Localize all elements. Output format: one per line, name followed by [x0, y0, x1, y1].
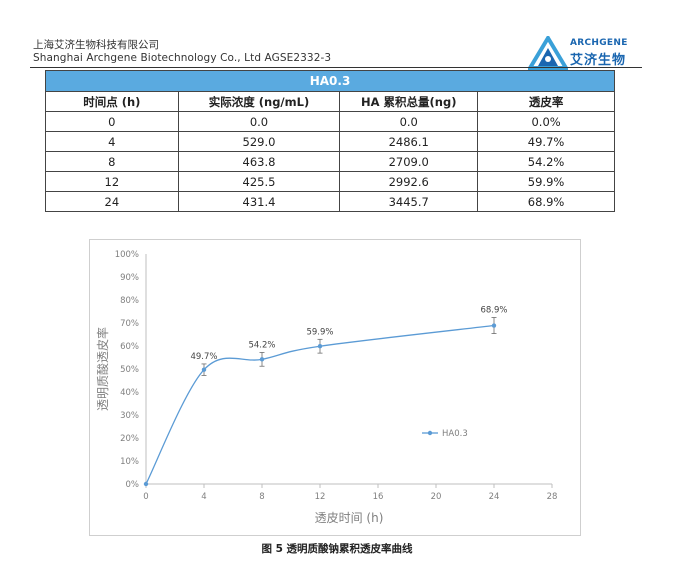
x-tick-label: 4: [201, 492, 206, 502]
cell-concentration: 0.0: [177, 111, 341, 132]
data-point: [491, 323, 497, 328]
table-row: 4 529.0 2486.1 49.7%: [45, 131, 615, 152]
cell-cumulative: 2992.6: [339, 171, 479, 192]
y-tick-label: 90%: [120, 273, 139, 283]
x-axis-label: 透皮时间 (h): [315, 511, 384, 525]
figure-caption: 图 5 透明质酸钠累积透皮率曲线: [261, 543, 413, 555]
data-point: [317, 344, 323, 349]
data-label: 59.9%: [306, 327, 333, 337]
cell-concentration: 463.8: [177, 151, 341, 172]
table-title: HA0.3: [45, 70, 615, 92]
header-divider: [30, 67, 642, 68]
company-name-cn: 上海艾济生物科技有限公司: [33, 39, 159, 51]
data-point: [201, 367, 207, 372]
y-tick-label: 40%: [120, 388, 139, 398]
cell-rate: 54.2%: [477, 151, 615, 172]
legend-label: HA0.3: [442, 429, 468, 439]
cell-rate: 0.0%: [477, 111, 615, 132]
data-point: [259, 357, 265, 362]
column-header-concentration: 实际浓度 (ng/mL): [177, 91, 341, 112]
cell-time: 4: [45, 131, 179, 152]
y-tick-label: 0%: [126, 480, 140, 490]
logo-text-cn: 艾济生物: [570, 53, 627, 68]
column-header-cumulative: HA 累积总量(ng): [339, 91, 479, 112]
archgene-logo: ARCHGENE 艾济生物: [526, 34, 640, 70]
y-tick-label: 50%: [120, 365, 139, 375]
table-row: 0 0.0 0.0 0.0%: [45, 111, 615, 132]
logo-text-en: ARCHGENE: [570, 38, 628, 48]
cell-rate: 59.9%: [477, 171, 615, 192]
data-label: 49.7%: [190, 352, 217, 362]
data-label: 54.2%: [248, 340, 275, 350]
document-header: 上海艾济生物科技有限公司 Shanghai Archgene Biotechno…: [30, 34, 640, 76]
x-tick-label: 12: [315, 492, 326, 502]
y-tick-label: 100%: [115, 250, 139, 260]
y-tick-label: 60%: [120, 342, 139, 352]
y-tick-label: 10%: [120, 457, 139, 467]
cell-cumulative: 2486.1: [339, 131, 479, 152]
table-row: 12 425.5 2992.6 59.9%: [45, 171, 615, 192]
y-tick-label: 70%: [120, 319, 139, 329]
permeation-chart: 0% 10% 20% 30% 40% 50% 60% 70% 80% 90% 100% 0 4 8 12 16…: [95, 250, 558, 525]
cell-concentration: 529.0: [177, 131, 341, 152]
logo-mark-icon: [526, 34, 570, 70]
legend-marker: [427, 430, 433, 436]
cell-cumulative: 0.0: [339, 111, 479, 132]
data-point: [143, 481, 149, 487]
x-tick-label: 16: [373, 492, 384, 502]
cell-time: 8: [45, 151, 179, 172]
data-label: 68.9%: [480, 305, 507, 315]
x-tick-label: 8: [259, 492, 264, 502]
cell-rate: 49.7%: [477, 131, 615, 152]
column-header-time: 时间点 (h): [45, 91, 179, 112]
x-tick-label: 28: [547, 492, 558, 502]
cell-rate: 68.9%: [477, 191, 615, 212]
x-tick-label: 0: [143, 492, 148, 502]
results-table: HA0.3 时间点 (h) 实际浓度 (ng/mL) HA 累积总量(ng) 透…: [45, 70, 615, 212]
cell-time: 24: [45, 191, 179, 212]
cell-cumulative: 2709.0: [339, 151, 479, 172]
cell-concentration: 425.5: [177, 171, 341, 192]
cell-cumulative: 3445.7: [339, 191, 479, 212]
x-tick-label: 20: [431, 492, 442, 502]
chart-frame: [89, 239, 581, 536]
x-tick-label: 24: [489, 492, 500, 502]
cell-time: 0: [45, 111, 179, 132]
table-row: 8 463.8 2709.0 54.2%: [45, 151, 615, 172]
y-tick-label: 20%: [120, 434, 139, 444]
cell-time: 12: [45, 171, 179, 192]
y-tick-label: 30%: [120, 411, 139, 421]
cell-concentration: 431.4: [177, 191, 341, 212]
company-name-en: Shanghai Archgene Biotechnology Co., Ltd…: [33, 52, 332, 64]
y-tick-label: 80%: [120, 296, 139, 306]
table-row: 24 431.4 3445.7 68.9%: [45, 191, 615, 212]
column-header-permeation-rate: 透皮率: [477, 91, 615, 112]
y-axis-label: 透明质酸透皮率: [95, 327, 110, 411]
